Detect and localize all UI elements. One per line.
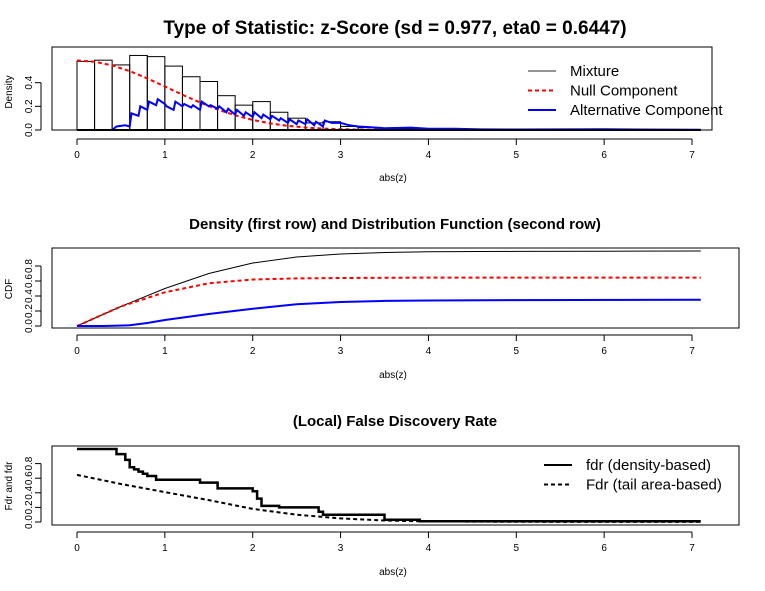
panel1-ylabel: Density	[4, 75, 15, 108]
panel3-title: (Local) False Discovery Rate	[293, 413, 497, 430]
y-tick-label: 0.2	[24, 304, 35, 318]
y-tick-label: 0.4	[24, 289, 35, 303]
y-tick-label: 0.8	[24, 259, 35, 273]
x-tick-label: 4	[426, 346, 432, 357]
y-tick-label: 0.2	[24, 500, 35, 514]
x-tick-label: 5	[514, 150, 520, 161]
x-tick-label: 6	[601, 346, 607, 357]
histogram-bar	[164, 65, 183, 131]
x-tick-label: 6	[601, 150, 607, 161]
x-tick-label: 2	[250, 346, 256, 357]
x-tick-label: 2	[250, 150, 256, 161]
legend-label: Alternative Component	[570, 102, 723, 119]
x-tick-label: 3	[338, 346, 344, 357]
histogram-bar	[111, 64, 131, 131]
x-tick-label: 7	[689, 150, 695, 161]
histogram-bar	[146, 56, 166, 131]
series-line-alternative-component	[77, 298, 701, 327]
density-panel: 0 1 2 3 4 5 6 7 0.0 0.2 0.4 Mixture Null Component Al…	[24, 46, 723, 161]
x-tick-label: 0	[74, 543, 80, 554]
series-line-alternative-component	[77, 97, 701, 131]
y-tick-label: 0.6	[24, 471, 35, 485]
legend-label: Mixture	[570, 63, 619, 80]
y-tick-label: 0.6	[24, 274, 35, 288]
x-tick-label: 3	[338, 150, 344, 161]
series-line-fdr-density-based-	[77, 447, 701, 523]
x-tick-label: 0	[74, 150, 80, 161]
histogram-bar	[129, 54, 148, 131]
x-tick-label: 3	[338, 543, 344, 554]
x-tick-label: 7	[689, 543, 695, 554]
panel3-xlabel: abs(z)	[379, 567, 407, 578]
panel2-xlabel: abs(z)	[379, 370, 407, 381]
x-tick-label: 4	[426, 543, 432, 554]
plot-frame	[51, 247, 740, 329]
x-tick-label: 6	[601, 543, 607, 554]
x-tick-label: 1	[162, 543, 168, 554]
x-tick-label: 0	[74, 346, 80, 357]
cdf-panel: 0 1 2 3 4 5 6 7 0.00.20.40.60.8	[24, 247, 740, 357]
histogram-bar	[76, 60, 96, 131]
x-tick-label: 5	[514, 346, 520, 357]
x-tick-label: 7	[689, 346, 695, 357]
x-tick-label: 5	[514, 543, 520, 554]
y-tick-label: 0.0	[24, 515, 35, 529]
series-line-mixture	[76, 250, 701, 327]
main-title: Type of Statistic: z-Score (sd = 0.977, …	[163, 18, 626, 39]
legend-label: Fdr (tail area-based)	[586, 477, 722, 494]
y-tick-label: 0.8	[24, 456, 35, 470]
x-tick-label: 2	[250, 543, 256, 554]
y-tick-label: 0.4	[24, 485, 35, 499]
fdr-panel: 0 1 2 3 4 5 6 7 0.00.20.40.60.8 fdr (density-base…	[24, 445, 740, 554]
legend-label: Null Component	[570, 83, 678, 100]
legend-label: fdr (density-based)	[586, 457, 711, 474]
plot-frame	[51, 445, 740, 526]
y-tick-label: 0.2	[24, 99, 35, 113]
x-tick-label: 1	[162, 150, 168, 161]
y-tick-label: 0.0	[24, 123, 35, 137]
series-line-null-component	[76, 276, 701, 327]
histogram-bar	[94, 59, 113, 131]
x-tick-label: 4	[426, 150, 432, 161]
y-tick-label: 0.0	[24, 319, 35, 333]
panel1-xlabel: abs(z)	[379, 173, 407, 184]
y-tick-label: 0.4	[24, 75, 35, 89]
histogram-bar	[252, 101, 271, 131]
panel2-title: Density (first row) and Distribution Fun…	[189, 216, 601, 233]
panel2-ylabel: CDF	[4, 279, 15, 300]
panel3-ylabel: Fdr and fdr	[4, 461, 15, 511]
x-tick-label: 1	[162, 346, 168, 357]
